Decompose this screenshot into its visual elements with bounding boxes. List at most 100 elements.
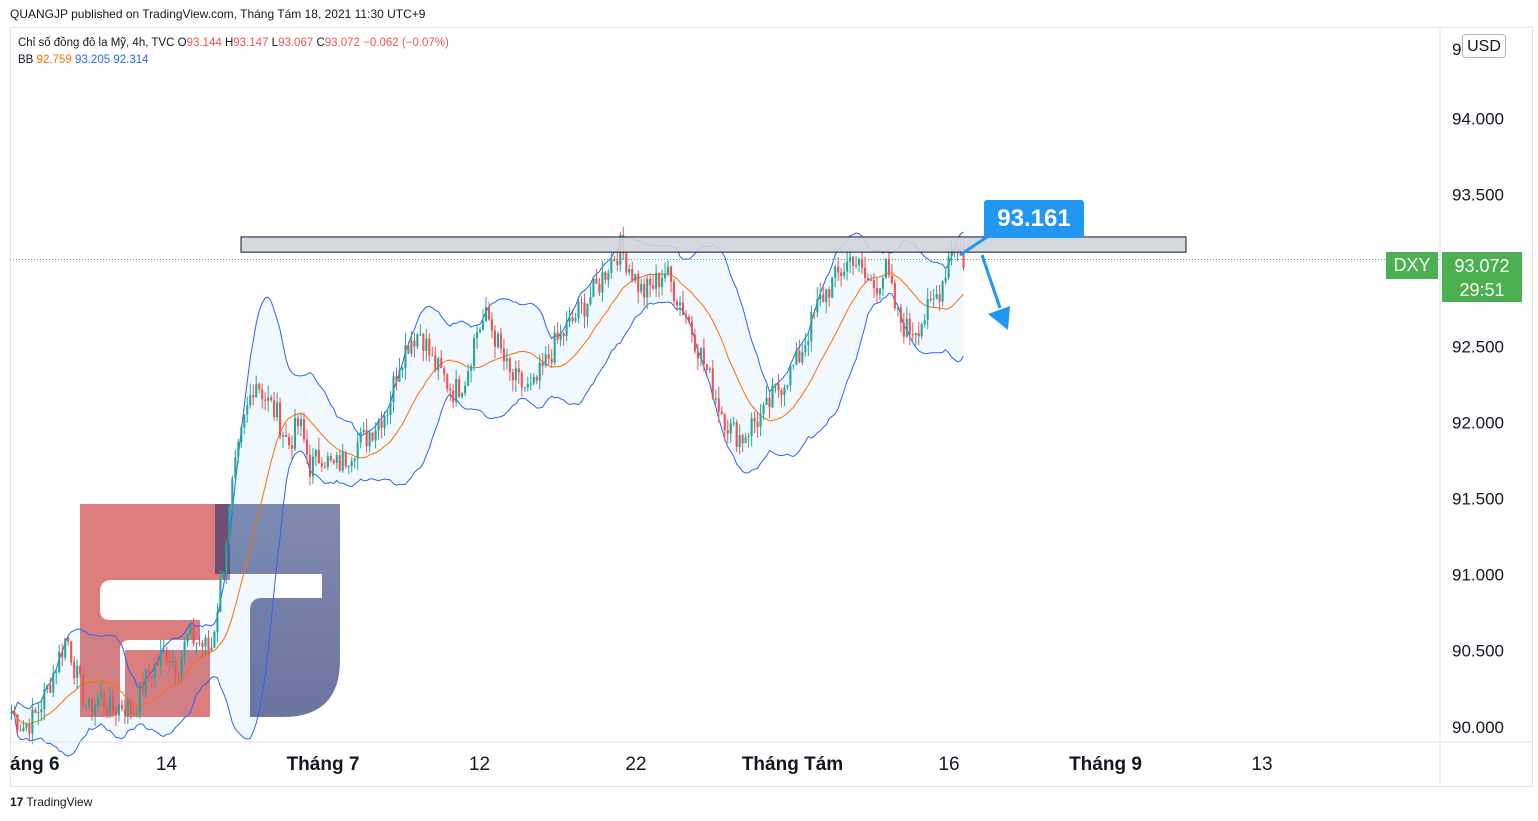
candle-body xyxy=(177,674,180,676)
candle-body xyxy=(201,643,204,647)
candle-body xyxy=(926,298,929,321)
legend-bb-upper: 93.205 xyxy=(74,54,111,66)
candle-body xyxy=(592,278,595,298)
candle-body xyxy=(714,398,717,400)
candle-body xyxy=(834,266,837,278)
watermark-g-shape xyxy=(80,504,230,717)
candle-body xyxy=(302,419,306,440)
candle-body xyxy=(637,273,640,292)
candle-body xyxy=(317,449,320,463)
candle-body xyxy=(487,306,491,320)
candle-body xyxy=(329,456,332,461)
price-callout[interactable]: 93.161 xyxy=(984,200,1084,238)
candle-body xyxy=(616,260,619,265)
candle-body xyxy=(94,705,97,716)
candle-body xyxy=(819,294,822,300)
candle-body xyxy=(440,358,443,369)
candle-body xyxy=(565,322,568,337)
legend-ohlc-row: Chỉ số đồng đô la Mỹ, 4h, TVC O93.144 H9… xyxy=(18,35,449,52)
candle-body xyxy=(574,318,577,321)
candle-body xyxy=(496,333,499,347)
price-tick-label: 91.500 xyxy=(1452,490,1504,509)
candle-body xyxy=(747,436,750,438)
candle-body xyxy=(586,303,589,317)
candle-body xyxy=(828,289,831,298)
candle-body xyxy=(144,668,147,693)
candle-body xyxy=(559,333,562,340)
candle-body xyxy=(699,348,702,359)
candle-body xyxy=(696,351,699,359)
last-price: 93.072 xyxy=(1454,256,1510,276)
candle-body xyxy=(129,700,132,714)
candle-body xyxy=(174,660,177,675)
legend-low: 93.067 xyxy=(278,37,314,49)
down-arrow-shaft xyxy=(980,254,1002,309)
currency-button[interactable]: USD xyxy=(1462,34,1506,58)
candle-body xyxy=(711,368,714,399)
candle-body xyxy=(19,730,22,732)
candle-body xyxy=(320,462,323,467)
candle-body xyxy=(135,713,138,715)
candle-body xyxy=(538,362,541,381)
candle-body xyxy=(920,324,923,337)
down-arrow-icon xyxy=(988,306,1010,330)
candle-body xyxy=(765,397,768,405)
candle-body xyxy=(207,637,210,651)
candle-body xyxy=(252,395,255,398)
candle-body xyxy=(105,707,109,715)
candle-body xyxy=(825,289,828,302)
candle-body xyxy=(753,418,756,422)
candle-body xyxy=(893,282,896,309)
bb-upper-line xyxy=(11,231,964,713)
candle-body xyxy=(708,368,711,370)
candle-body xyxy=(114,711,117,716)
candle-body xyxy=(837,266,840,273)
candle-body xyxy=(61,651,64,658)
candle-body xyxy=(499,333,502,349)
candle-body xyxy=(807,341,810,345)
candle-body xyxy=(529,383,532,385)
candle-body xyxy=(717,398,720,412)
candle-body xyxy=(464,385,467,394)
candle-body xyxy=(780,390,783,395)
tradingview-logo-icon: 17 xyxy=(10,795,24,809)
candle-body xyxy=(890,275,893,283)
candle-body xyxy=(750,418,753,437)
candle-body xyxy=(150,675,153,679)
candle-body xyxy=(99,692,103,698)
candle-body xyxy=(249,395,252,406)
candle-body xyxy=(37,711,40,714)
candle-body xyxy=(213,631,216,648)
candle-body xyxy=(604,272,607,280)
price-axis[interactable]: 94.00093.50093.00092.50092.00091.50091.0… xyxy=(1452,40,1504,737)
candle-body xyxy=(67,638,70,642)
candle-body xyxy=(667,266,670,274)
time-tick-label: 14 xyxy=(156,754,178,775)
candle-body xyxy=(311,456,314,477)
price-tick-label: 94.000 xyxy=(1452,109,1504,128)
candle-body xyxy=(13,711,16,715)
time-axis[interactable]: áng 6 14 Tháng 7 12 22 Tháng Tám 16 Tháng 9 13 xyxy=(10,754,1273,775)
candle-body xyxy=(678,302,682,306)
legend-bb-row: BB 92.759 93.205 92.314 xyxy=(18,52,449,69)
candle-body xyxy=(675,301,679,306)
candle-body xyxy=(481,321,485,330)
candle-body xyxy=(613,259,616,261)
candle-body xyxy=(852,257,855,267)
candle-body xyxy=(661,278,664,287)
candle-body xyxy=(741,435,744,444)
candle-body xyxy=(905,318,908,337)
time-tick-label: áng 6 xyxy=(10,754,60,775)
candle-body xyxy=(73,662,76,679)
candle-body xyxy=(490,319,494,331)
callout-pointer xyxy=(959,233,991,257)
candle-body xyxy=(344,452,347,467)
time-tick-label: Tháng Tám xyxy=(742,754,843,775)
candle-body xyxy=(392,376,395,403)
candle-body xyxy=(726,430,729,434)
candle-body xyxy=(792,364,795,366)
candle-body xyxy=(646,278,649,298)
resistance-zone[interactable] xyxy=(240,236,1187,253)
candle-body xyxy=(126,700,129,716)
